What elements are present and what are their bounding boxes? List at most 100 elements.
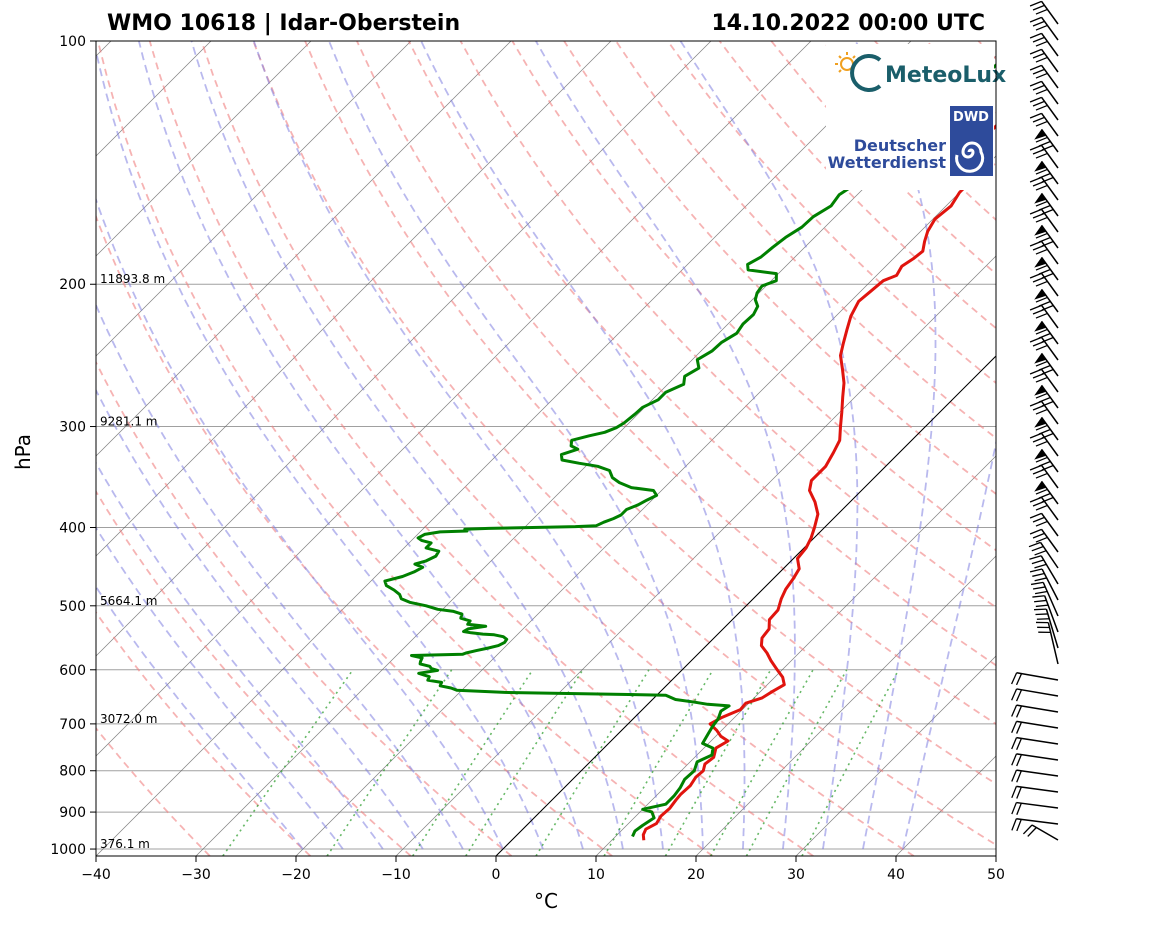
x-tick-label: −30 xyxy=(181,867,211,883)
wind-barb xyxy=(1029,464,1059,489)
moist-adiabat-line xyxy=(96,46,544,850)
wind-barb-feather xyxy=(1032,308,1045,315)
dwd-text-line1: Deutscher xyxy=(854,136,946,155)
height-label: 9281.1 m xyxy=(100,415,158,429)
wind-barb-feather xyxy=(1029,496,1042,503)
dry-adiabat-line xyxy=(200,41,915,856)
dwd-spiral-icon xyxy=(955,141,985,173)
wind-barb-feather xyxy=(1035,72,1048,79)
wind-barb-flag xyxy=(1034,481,1047,492)
wind-barb-feather xyxy=(1029,16,1042,23)
dry-adiabat-line xyxy=(96,610,312,856)
wind-barb-staff xyxy=(1040,256,1059,281)
wind-barb-feather xyxy=(1032,572,1045,577)
meteolux-text: MeteoLux xyxy=(885,63,1006,88)
wind-barb-feather xyxy=(1034,577,1047,582)
wind-barb xyxy=(1029,555,1059,585)
dry-adiabat-line xyxy=(666,41,996,385)
wind-barb-feather xyxy=(1032,116,1045,123)
dry-adiabat-line xyxy=(252,41,996,846)
dry-adiabat-line xyxy=(304,41,996,786)
wind-barbs xyxy=(1011,0,1059,841)
series-dewpoint-line xyxy=(383,63,996,838)
wind-barb-staff xyxy=(1045,608,1059,649)
wind-barb-flag xyxy=(1034,161,1047,172)
wind-barb-feather xyxy=(1029,464,1042,471)
x-tick-label: −10 xyxy=(381,867,411,883)
wind-barb-feather xyxy=(1035,504,1048,511)
height-label: 5664.1 m xyxy=(100,594,158,608)
y-axis: 100 200 300 400 500 600 700 800 900 1000 xyxy=(50,34,96,858)
wind-barb xyxy=(1029,16,1059,41)
wind-barb-staff xyxy=(1040,352,1059,377)
wind-barb-flag xyxy=(1034,353,1047,364)
wind-barb-feather xyxy=(1035,472,1048,479)
dry-adiabat-line xyxy=(96,214,613,856)
isotherm-line xyxy=(96,41,612,557)
height-label: 11893.8 m xyxy=(100,272,165,286)
wind-barb xyxy=(1022,824,1059,841)
wind-barb-staff xyxy=(1040,480,1059,505)
wind-barb-feather xyxy=(1035,136,1048,143)
wind-barb-feather xyxy=(1032,180,1045,187)
height-label: 376.1 m xyxy=(100,837,150,851)
moist-adiabat-line xyxy=(190,41,624,850)
wind-barb-feather xyxy=(1032,148,1045,155)
wind-barb-feather xyxy=(1011,818,1017,831)
wind-barb-feather xyxy=(1032,595,1045,598)
wind-barb xyxy=(1029,432,1059,457)
chart-title-time: 14.10.2022 00:00 UTC xyxy=(711,11,985,36)
moist-adiabat-line xyxy=(535,41,796,850)
wind-barb-feather xyxy=(1035,168,1048,175)
wind-barb-feather xyxy=(1029,208,1042,215)
wind-barb-feather xyxy=(1029,400,1042,407)
wind-barb xyxy=(1011,736,1059,751)
wind-barb-feather xyxy=(1032,586,1046,590)
wind-barb xyxy=(1029,512,1059,537)
wind-barb xyxy=(1032,595,1059,633)
wind-barb-feather xyxy=(1033,608,1047,611)
mixing-ratio-line xyxy=(709,669,814,856)
wind-barb-feather xyxy=(1032,516,1045,523)
background-lines xyxy=(96,41,996,856)
moist-adiabat-line xyxy=(138,41,584,850)
wind-barb-feather xyxy=(1032,68,1045,75)
wind-barb-feather xyxy=(1035,604,1049,608)
dry-adiabat-line xyxy=(96,489,412,856)
wind-barb xyxy=(1029,496,1059,521)
wind-barb-feather xyxy=(1011,802,1017,815)
wind-barb xyxy=(1029,48,1059,73)
wind-barb-feather xyxy=(1029,32,1042,39)
isotherm-line xyxy=(595,455,996,856)
wind-barb-feather xyxy=(1016,819,1022,832)
mixing-ratio-line xyxy=(535,669,650,856)
y-tick-label: 600 xyxy=(59,663,86,679)
wind-barb-feather xyxy=(1029,336,1042,343)
wind-barb-staff xyxy=(1042,582,1059,617)
wind-barb-feather xyxy=(1029,528,1042,535)
isotherm-line xyxy=(96,41,912,856)
y-tick-label: 200 xyxy=(59,277,86,293)
dry-adiabat-line xyxy=(97,41,714,856)
wind-barb-feather xyxy=(1029,368,1042,375)
wind-barb xyxy=(1011,720,1059,734)
zero-isotherm-line xyxy=(495,355,996,856)
wind-barb-feather xyxy=(1032,100,1045,107)
wind-barb-staff xyxy=(1016,720,1059,729)
x-axis: −40 −30 −20 −10 0 10 20 30 40 50 xyxy=(81,856,1005,883)
wind-barb xyxy=(1029,112,1059,137)
wind-barb-feather xyxy=(1032,212,1045,219)
wind-barb xyxy=(1029,32,1059,57)
isotherm-line xyxy=(395,255,996,856)
y-tick-label: 500 xyxy=(59,599,86,615)
wind-barb-feather xyxy=(1035,56,1048,63)
wind-barb-staff xyxy=(1040,288,1059,313)
wind-barb-feather xyxy=(1034,590,1048,595)
wind-barb xyxy=(1011,753,1059,767)
y-tick-label: 900 xyxy=(59,805,86,821)
mixing-ratio-line xyxy=(465,669,584,856)
wind-barb-feather xyxy=(1032,276,1045,283)
wind-barb-feather xyxy=(1029,304,1042,311)
profile-lines xyxy=(383,63,996,841)
moist-adiabat-line xyxy=(854,41,937,850)
